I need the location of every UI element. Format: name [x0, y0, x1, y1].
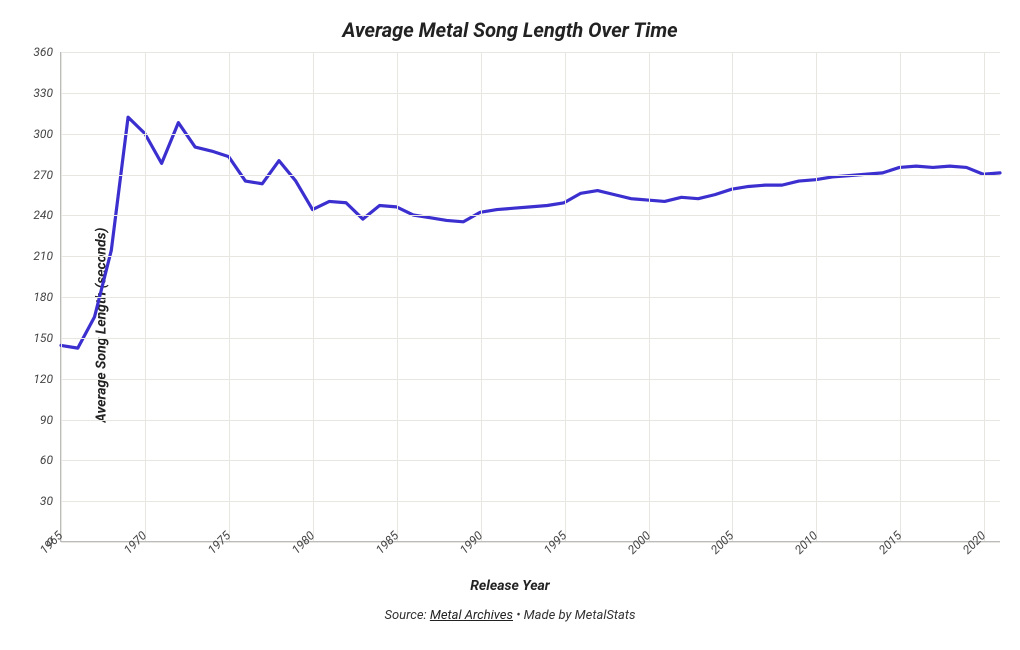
source-link[interactable]: Metal Archives: [430, 608, 513, 623]
gridline-horizontal: [61, 215, 1000, 216]
gridline-horizontal: [61, 52, 1000, 53]
below-plot: Release Year Source: Metal Archives • Ma…: [0, 570, 1020, 623]
data-line: [61, 117, 1000, 348]
y-tick-label: 30: [40, 494, 53, 508]
gridline-vertical: [984, 52, 985, 541]
y-tick-label: 330: [33, 86, 53, 100]
gridline-horizontal: [61, 256, 1000, 257]
gridline-horizontal: [61, 379, 1000, 380]
gridline-vertical: [61, 52, 62, 541]
y-tick-label: 60: [40, 453, 53, 467]
y-tick-label: 150: [33, 331, 53, 345]
gridline-horizontal: [61, 460, 1000, 461]
chart-container: Average Metal Song Length Over Time Aver…: [0, 0, 1020, 650]
y-tick-label: 300: [33, 127, 53, 141]
plot-area: 0306090120150180210240270300330360196519…: [60, 52, 1000, 542]
gridline-vertical: [900, 52, 901, 541]
gridline-horizontal: [61, 420, 1000, 421]
gridline-horizontal: [61, 134, 1000, 135]
x-axis-label: Release Year: [0, 578, 1020, 594]
chart-title: Average Metal Song Length Over Time: [0, 0, 1020, 42]
gridline-horizontal: [61, 338, 1000, 339]
gridline-vertical: [145, 52, 146, 541]
source-suffix: • Made by MetalStats: [513, 608, 636, 623]
y-tick-label: 90: [40, 413, 53, 427]
y-tick-label: 180: [33, 290, 53, 304]
gridline-vertical: [732, 52, 733, 541]
y-tick-label: 360: [33, 45, 53, 59]
source-prefix: Source:: [384, 608, 429, 623]
gridline-horizontal: [61, 297, 1000, 298]
gridline-vertical: [481, 52, 482, 541]
gridline-vertical: [816, 52, 817, 541]
gridline-vertical: [313, 52, 314, 541]
gridline-vertical: [397, 52, 398, 541]
y-tick-label: 120: [33, 372, 53, 386]
gridline-vertical: [565, 52, 566, 541]
gridline-horizontal: [61, 93, 1000, 94]
source-attribution: Source: Metal Archives • Made by MetalSt…: [0, 608, 1020, 623]
y-tick-label: 240: [33, 208, 53, 222]
y-tick-label: 270: [33, 168, 53, 182]
gridline-horizontal: [61, 542, 1000, 543]
gridline-horizontal: [61, 175, 1000, 176]
gridline-horizontal: [61, 501, 1000, 502]
gridline-vertical: [229, 52, 230, 541]
gridline-vertical: [649, 52, 650, 541]
y-tick-label: 210: [33, 249, 53, 263]
